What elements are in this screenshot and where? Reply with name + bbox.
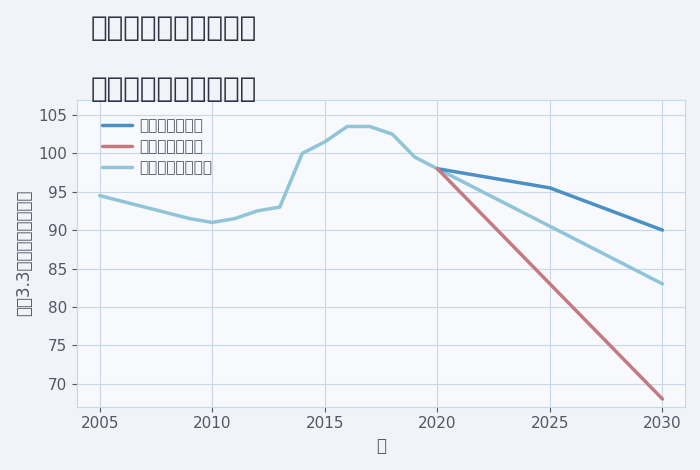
ノーマルシナリオ — [433, 166, 442, 172]
Legend: グッドシナリオ, バッドシナリオ, ノーマルシナリオ: グッドシナリオ, バッドシナリオ, ノーマルシナリオ — [97, 113, 217, 180]
グッドシナリオ — [658, 227, 666, 233]
ノーマルシナリオ — [546, 223, 554, 229]
ノーマルシナリオ — [208, 219, 216, 225]
ノーマルシナリオ — [321, 139, 329, 145]
ノーマルシナリオ — [230, 216, 239, 221]
Text: 中古戸建ての価格推移: 中古戸建ての価格推移 — [91, 75, 258, 103]
ノーマルシナリオ — [388, 131, 396, 137]
バッドシナリオ — [546, 281, 554, 287]
ノーマルシナリオ — [298, 150, 307, 156]
ノーマルシナリオ — [658, 281, 666, 287]
ノーマルシナリオ — [365, 124, 374, 129]
バッドシナリオ — [658, 396, 666, 402]
Line: グッドシナリオ: グッドシナリオ — [438, 169, 662, 230]
ノーマルシナリオ — [411, 154, 419, 160]
ノーマルシナリオ — [276, 204, 284, 210]
ノーマルシナリオ — [141, 204, 149, 210]
Line: バッドシナリオ: バッドシナリオ — [438, 169, 662, 399]
ノーマルシナリオ — [186, 216, 194, 221]
グッドシナリオ — [433, 166, 442, 172]
Y-axis label: 坪（3.3㎡）単価（万円）: 坪（3.3㎡）単価（万円） — [15, 190, 33, 316]
ノーマルシナリオ — [95, 193, 104, 198]
X-axis label: 年: 年 — [376, 437, 386, 455]
Text: 愛知県安城市根崎町の: 愛知県安城市根崎町の — [91, 14, 258, 42]
ノーマルシナリオ — [253, 208, 262, 214]
バッドシナリオ — [433, 166, 442, 172]
ノーマルシナリオ — [343, 124, 351, 129]
Line: ノーマルシナリオ: ノーマルシナリオ — [99, 126, 662, 284]
グッドシナリオ — [546, 185, 554, 191]
